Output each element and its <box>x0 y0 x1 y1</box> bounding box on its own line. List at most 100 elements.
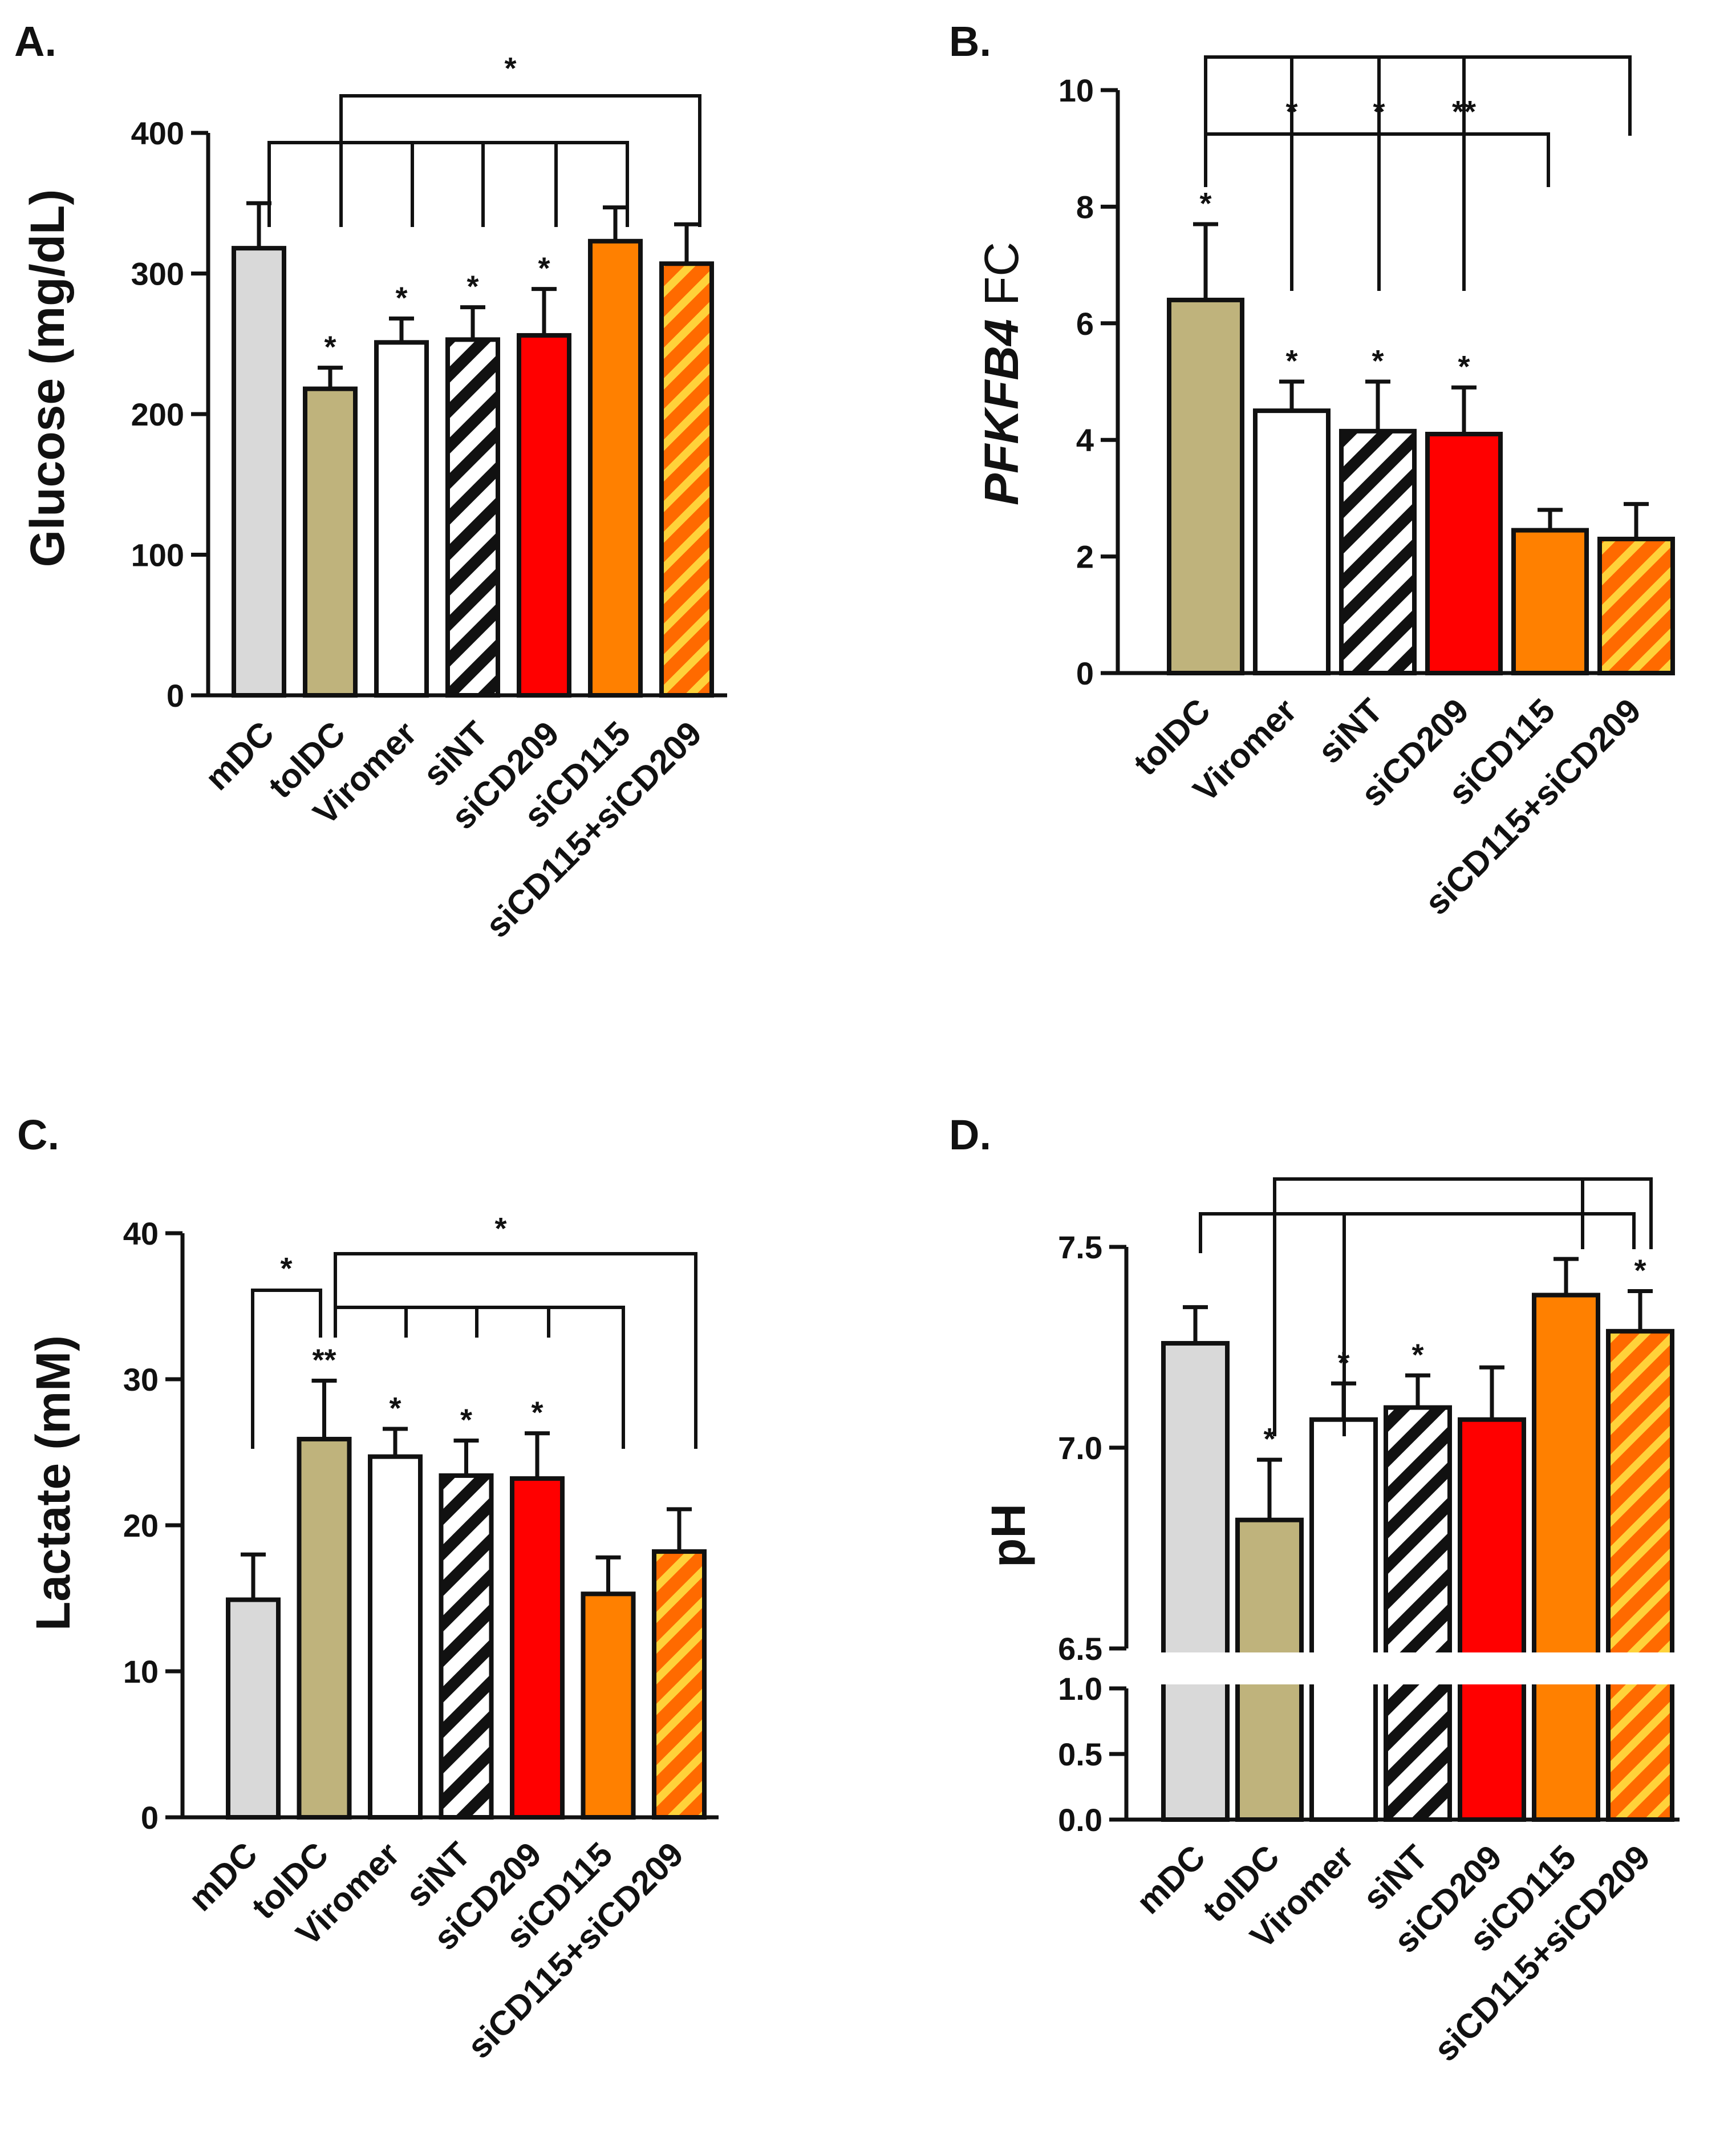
y-tick-label: 2 <box>1076 539 1094 575</box>
y-ticks-a: 0 100 200 300 400 <box>131 115 208 714</box>
bracket-toldc-mid-c <box>334 1306 625 1449</box>
bars-b: * * * * <box>1167 187 1675 675</box>
star-sicd115-sicd209: * <box>1634 1253 1646 1287</box>
bar-sicd209 <box>1458 1417 1526 1822</box>
panel-label-b: B. <box>949 18 991 65</box>
y-tick-label: 300 <box>131 256 184 292</box>
y-tick-label: 6.5 <box>1058 1631 1102 1667</box>
panel-label-a: A. <box>14 18 56 65</box>
y-tick-label: 7.5 <box>1058 1229 1102 1265</box>
bracket-toldc-group-a <box>339 94 701 227</box>
bar-sicd115 <box>581 1591 636 1820</box>
y-tick-label: 0.5 <box>1058 1736 1102 1772</box>
y-tick-label: 8 <box>1076 189 1094 225</box>
bar-sint <box>445 337 500 698</box>
significance-brackets-b: * * ** <box>1204 55 1632 291</box>
bracket-star-c2: * <box>494 1212 506 1246</box>
bar-sicd115 <box>588 238 643 698</box>
y-tick-label: 200 <box>131 396 184 432</box>
star-toldc: * <box>324 330 336 364</box>
star-viromer: * <box>1285 344 1297 378</box>
panel-d: D. pH 0.00.51.06.57.07.5 ** ** mDCtolDCVi… <box>949 1111 1680 2069</box>
y-tick-label: 30 <box>123 1362 159 1397</box>
bar-sint <box>1339 428 1417 675</box>
star-toldc: * <box>1263 1422 1275 1456</box>
y-tick-label: 4 <box>1076 422 1094 458</box>
bar-sicd115 <box>1532 1293 1600 1822</box>
y-axis-title-c: Lactate (mM) <box>26 1335 80 1631</box>
y-axis-title-d: pH <box>981 1504 1035 1567</box>
bars-a: * * * * <box>232 201 714 698</box>
significance-brackets-a: * <box>267 51 701 227</box>
bar-sint <box>439 1473 494 1820</box>
star-sint: * <box>460 1403 472 1437</box>
y-tick-label: 0 <box>167 678 184 714</box>
y-ticks-c: 0 10 20 30 40 <box>123 1216 182 1836</box>
bar-mdc <box>232 246 286 698</box>
y-tick-label: 10 <box>123 1654 159 1690</box>
bracket-star-c1: * <box>280 1251 292 1286</box>
bracket-toldc-group-d <box>1273 1177 1653 1436</box>
star-sint: * <box>467 270 478 304</box>
bar-sicd115-sicd209 <box>1606 1328 1674 1822</box>
y-tick-label: 0 <box>1076 655 1094 691</box>
bracket-top-b <box>1204 55 1632 291</box>
y-tick-label: 20 <box>123 1508 159 1544</box>
y-ticks-d: 0.0 0.5 1.0 6.5 7.0 7.5 <box>1058 1229 1126 1838</box>
bars-c: *** * * <box>226 1343 707 1820</box>
bar-sicd115-sicd209 <box>652 1549 707 1820</box>
star-toldc: * <box>1199 187 1211 221</box>
bracket-mid-b <box>1204 132 1550 187</box>
bar-sicd209 <box>1425 431 1503 675</box>
star-sint: * <box>1372 344 1384 378</box>
star-sicd209: * <box>531 1396 543 1430</box>
bar-toldc <box>297 1436 352 1820</box>
y-tick-label: 400 <box>131 115 184 151</box>
y-tick-label: 40 <box>123 1216 159 1251</box>
axis-break-gap-d <box>1135 1652 1677 1684</box>
bar-sicd209 <box>517 333 571 698</box>
star-sint: * <box>1411 1338 1423 1372</box>
y-tick-label: 6 <box>1076 306 1094 342</box>
y-tick-label: 1.0 <box>1058 1671 1102 1707</box>
bracket-star-a: * <box>504 51 516 86</box>
significance-brackets-d <box>1199 1177 1653 1436</box>
bar-sicd115-sicd209 <box>659 261 714 698</box>
bracket-mdc-group-a <box>267 141 629 227</box>
panel-label-c: C. <box>17 1111 59 1158</box>
bracket-toldc-top-c <box>334 1252 697 1449</box>
bar-sicd115-sicd209 <box>1597 536 1675 675</box>
bar-toldc <box>303 386 358 698</box>
star-viromer: * <box>389 1391 401 1425</box>
category-labels-a: mDCtolDCViromersiNTsiCD209siCD115siCD115… <box>198 714 709 945</box>
bracket-star-b1: * <box>1285 95 1297 129</box>
y-tick-label: 0.0 <box>1058 1802 1102 1838</box>
category-labels-d: mDCtolDCViromersiNTsiCD209siCD115siCD115… <box>1129 1838 1657 2069</box>
star-viromer: * <box>395 281 407 315</box>
bar-mdc <box>226 1597 281 1820</box>
category-labels-c: mDCtolDCViromersiNTsiCD209siCD115siCD115… <box>181 1835 691 2066</box>
bars-d: ** ** <box>1161 1253 1674 1822</box>
star-sicd209: * <box>1458 350 1470 384</box>
bar-toldc <box>1167 297 1244 675</box>
y-tick-label: 7.0 <box>1058 1430 1102 1466</box>
significance-brackets-c: * * <box>251 1212 697 1449</box>
y-tick-label: 0 <box>141 1800 159 1836</box>
star-toldc: ** <box>312 1343 336 1378</box>
y-tick-label: 10 <box>1058 72 1094 108</box>
bar-mdc <box>1161 1340 1230 1822</box>
bracket-star-b3: ** <box>1452 95 1476 129</box>
category-label-sint: siNT <box>1311 691 1390 771</box>
bar-viromer <box>374 340 429 698</box>
bar-sint <box>1384 1405 1452 1822</box>
bracket-mdc-toldc-c <box>251 1289 322 1449</box>
y-ticks-b: 0 2 4 6 8 10 <box>1058 72 1118 691</box>
y-tick-label: 100 <box>131 537 184 573</box>
bar-viromer <box>368 1454 423 1820</box>
bar-sicd115 <box>1511 528 1589 675</box>
